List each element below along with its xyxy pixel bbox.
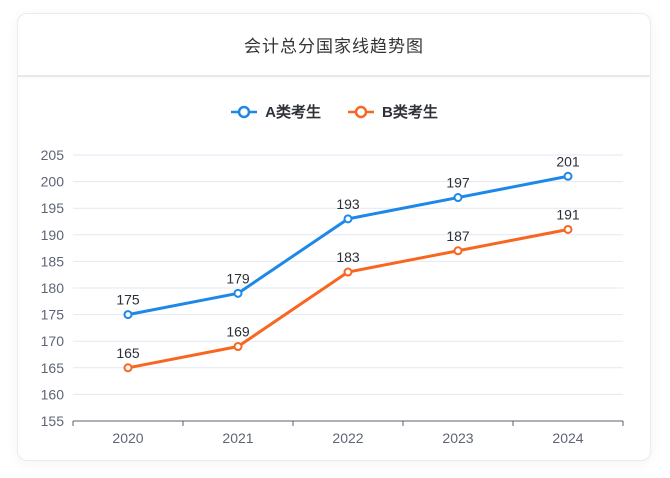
- data-point-B类考生-2024[interactable]: [563, 224, 573, 234]
- data-point-A类考生-2024[interactable]: [563, 171, 573, 181]
- data-label: 197: [446, 175, 470, 191]
- data-label: 175: [116, 292, 140, 308]
- data-point-B类考生-2020[interactable]: [123, 363, 133, 373]
- data-point-A类考生-2021[interactable]: [233, 288, 243, 298]
- legend-line-marker-icon: [348, 105, 374, 118]
- data-point-B类考生-2021[interactable]: [233, 342, 243, 352]
- data-point-A类考生-2023[interactable]: [453, 193, 463, 203]
- legend-line-marker-icon: [231, 105, 258, 118]
- legend-item-B类考生[interactable]: B类考生: [347, 101, 438, 122]
- y-axis-label: 190: [41, 227, 65, 243]
- data-point-B类考生-2022[interactable]: [343, 267, 353, 277]
- y-axis-label: 170: [41, 333, 65, 349]
- line-chart: 155 160 165 170 175 180 185 190 195 200 205 2020 202…: [41, 147, 624, 446]
- legend-label: A类考生: [265, 104, 321, 121]
- chart-title: 会计总分国家线趋势图: [244, 37, 424, 56]
- legend-item-A类考生[interactable]: A类考生: [230, 101, 321, 122]
- data-label: 165: [116, 345, 140, 361]
- y-axis-label: 200: [41, 174, 65, 190]
- x-axis-label: 2024: [552, 430, 583, 446]
- data-label: 201: [556, 153, 580, 169]
- x-axis-label: 2022: [332, 430, 363, 446]
- data-point-A类考生-2022[interactable]: [343, 214, 353, 224]
- y-axis-label: 175: [41, 307, 65, 323]
- data-point-A类考生-2020[interactable]: [123, 310, 133, 320]
- legend-marker-circle: [354, 105, 368, 118]
- x-axis-label: 2023: [442, 430, 473, 446]
- data-label: 191: [556, 206, 580, 222]
- x-axis-label: 2020: [112, 430, 143, 446]
- data-label: 183: [336, 249, 360, 265]
- y-axis-label: 205: [41, 147, 65, 163]
- legend: A类考生 B类考生: [18, 101, 650, 122]
- y-axis-label: 185: [41, 253, 65, 269]
- y-axis-label: 195: [41, 200, 65, 216]
- y-axis-label: 160: [41, 386, 65, 402]
- y-axis-label: 165: [41, 360, 65, 376]
- data-label: 187: [446, 228, 470, 244]
- data-label: 179: [226, 270, 250, 286]
- chart-header: 会计总分国家线趋势图: [18, 14, 650, 77]
- legend-marker-circle: [237, 105, 251, 118]
- data-point-B类考生-2023[interactable]: [453, 246, 463, 256]
- y-axis-label: 180: [41, 280, 65, 296]
- y-axis-label: 155: [41, 413, 65, 429]
- chart-card: 会计总分国家线趋势图 A类考生 B类考生 155 160 165 170 175 180 18…: [17, 13, 651, 461]
- legend-label: B类考生: [382, 104, 438, 121]
- data-label: 169: [226, 324, 250, 340]
- data-label: 193: [336, 196, 360, 212]
- x-axis-label: 2021: [222, 430, 253, 446]
